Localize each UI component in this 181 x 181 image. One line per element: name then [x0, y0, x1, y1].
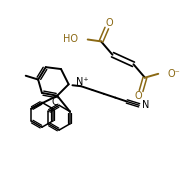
Text: O⁻: O⁻: [168, 69, 180, 79]
Text: N⁺: N⁺: [76, 77, 89, 87]
Text: HO: HO: [63, 35, 78, 45]
Text: O: O: [106, 18, 113, 28]
Text: N: N: [142, 100, 150, 110]
Text: C: C: [52, 97, 59, 107]
Text: O: O: [134, 91, 142, 101]
